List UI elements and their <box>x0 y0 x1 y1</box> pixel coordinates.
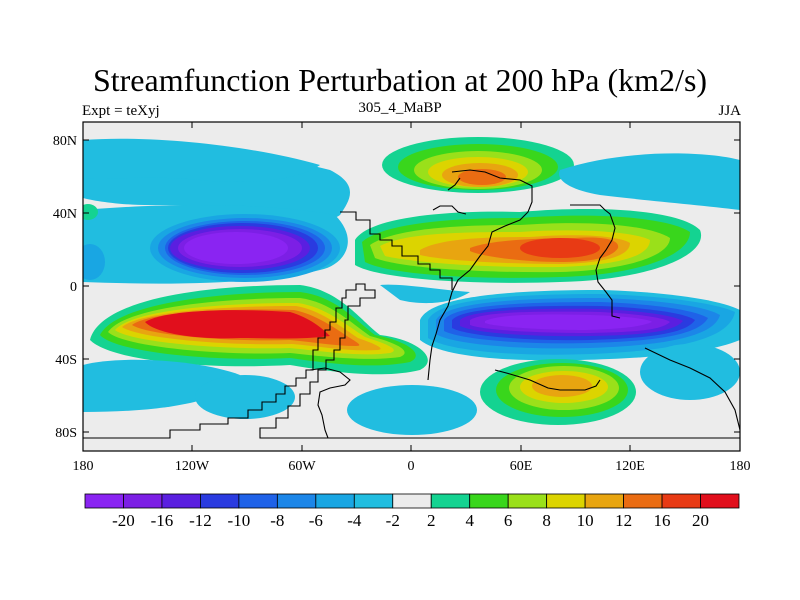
colorbar-swatch <box>392 493 432 509</box>
colorbar-swatch <box>238 493 278 509</box>
colorbar-swatch <box>507 493 548 509</box>
colorbar-swatch <box>123 493 163 509</box>
colorbar-label: 8 <box>542 511 551 530</box>
lon-label: 0 <box>408 459 415 474</box>
lat-label: 40N <box>53 207 77 222</box>
lat-label: 40S <box>55 353 77 368</box>
colorbar-label: 2 <box>427 511 436 530</box>
southern-ocean-high <box>480 359 636 425</box>
south-pacific-high <box>90 285 428 375</box>
lon-label: 60W <box>288 459 316 474</box>
south-indian-low <box>420 290 740 361</box>
lat-ticks <box>83 139 740 433</box>
experiment-label: Expt = teXyj <box>82 103 160 119</box>
north-america-low <box>150 214 340 282</box>
lat-label: 80S <box>55 426 77 441</box>
colorbar-swatch <box>353 493 394 509</box>
colorbar-swatch <box>661 493 701 509</box>
contour-fields <box>83 137 740 435</box>
lon-ticks <box>82 122 741 451</box>
colorbar-label: 16 <box>654 511 671 530</box>
lat-label: 0 <box>70 280 77 295</box>
lon-label: 60E <box>510 459 533 474</box>
colorbar-swatch <box>200 493 240 509</box>
lon-label: 120W <box>175 459 210 474</box>
colorbar-label: -10 <box>228 511 251 530</box>
asian-high <box>355 209 702 283</box>
colorbar-swatch <box>161 493 201 509</box>
colorbar-label: -4 <box>347 511 362 530</box>
lon-labels: 180 120W 60W 0 60E 120E 180 <box>73 459 751 474</box>
lon-label: 180 <box>730 459 751 474</box>
lon-label: 180 <box>73 459 94 474</box>
colorbar-label: -12 <box>189 511 212 530</box>
colorbar-label: 6 <box>504 511 513 530</box>
season-label: JJA <box>718 103 741 119</box>
colorbar-label: -2 <box>386 511 400 530</box>
colorbar-label: -20 <box>112 511 135 530</box>
lat-label: 80N <box>53 134 77 149</box>
map-title: Streamfunction Perturbation at 200 hPa (… <box>92 62 708 98</box>
colorbar-swatch <box>430 493 471 509</box>
colorbar-swatch <box>315 493 355 509</box>
colorbar-label: -16 <box>151 511 174 530</box>
colorbar: -20 -16 -12 -10 -8 -6 -4 -2 2 4 6 8 10 12 16 20 <box>84 493 740 530</box>
colorbar-label: 10 <box>577 511 594 530</box>
colorbar-swatch <box>276 493 317 509</box>
colorbar-swatch <box>623 493 663 509</box>
colorbar-swatch <box>700 493 740 509</box>
colorbar-label: 20 <box>692 511 709 530</box>
colorbar-swatch <box>584 493 624 509</box>
arctic-high <box>382 137 574 193</box>
coastlines <box>83 169 740 439</box>
colorbar-swatch <box>469 493 509 509</box>
lon-label: 120E <box>615 459 645 474</box>
colorbar-label: -6 <box>309 511 323 530</box>
lat-labels: 80N 40N 0 40S 80S <box>53 134 77 441</box>
colorbar-label: 12 <box>615 511 632 530</box>
case-label: 305_4_MaBP <box>358 100 442 116</box>
colorbar-label: 4 <box>465 511 474 530</box>
colorbar-swatch <box>84 493 124 509</box>
colorbar-swatch <box>546 493 586 509</box>
colorbar-label: -8 <box>270 511 284 530</box>
